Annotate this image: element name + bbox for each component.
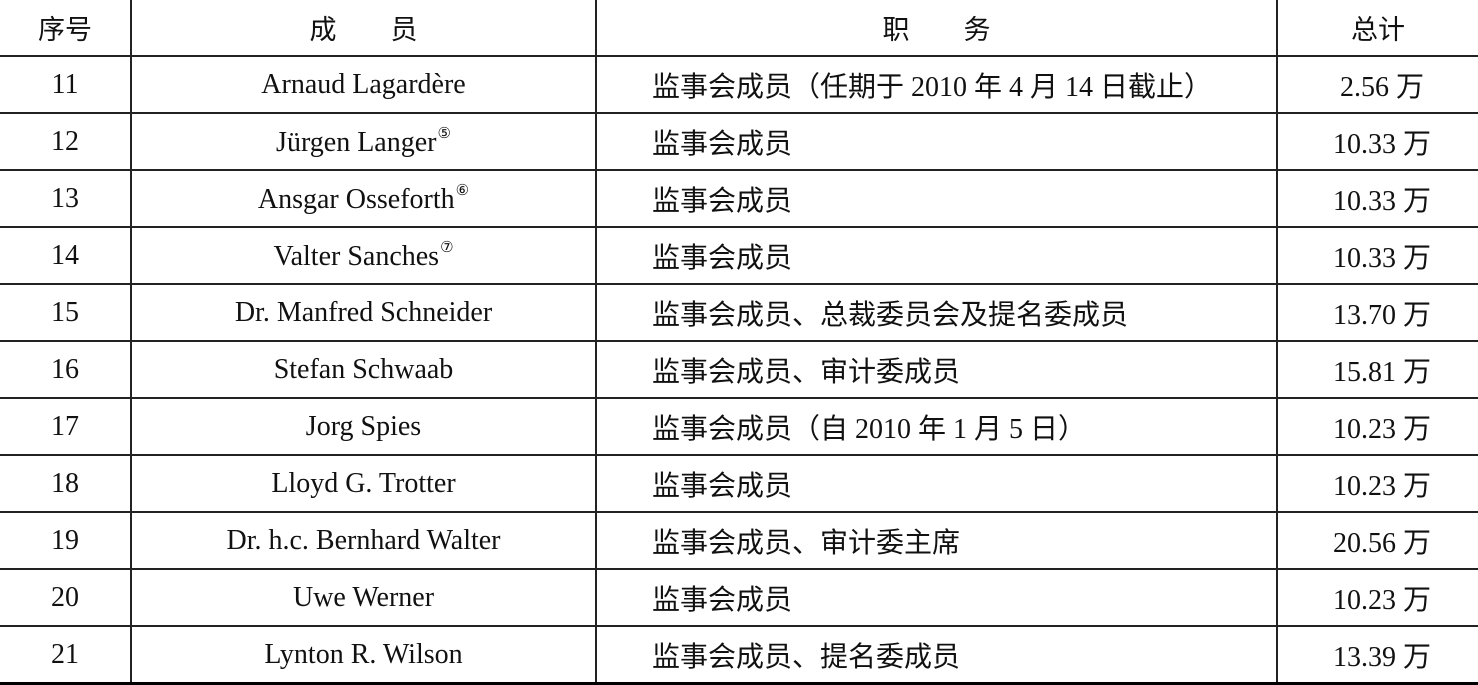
member-name: Uwe Werner [292, 581, 435, 613]
cell-total: 20.56 万 [1276, 511, 1478, 569]
cell-member: Uwe Werner [130, 568, 596, 626]
cell-duty: 监事会成员 [595, 226, 1277, 284]
table-row: 12 Jürgen Langer⑤ 监事会成员 10.33 万 [0, 112, 1478, 170]
cell-duty: 监事会成员 [595, 568, 1277, 626]
table-row: 17 Jorg Spies 监事会成员（自 2010 年 1 月 5 日） 10.23… [0, 397, 1478, 455]
cell-member: Lynton R. Wilson [130, 625, 596, 684]
table-row: 11 Arnaud Lagardère 监事会成员（任期于 2010 年 4 月 1… [0, 55, 1478, 113]
cell-duty: 监事会成员、总裁委员会及提名委成员 [595, 283, 1277, 341]
member-name: Arnaud Lagardère [261, 68, 466, 100]
cell-member: Jürgen Langer⑤ [130, 112, 596, 170]
cell-total: 10.33 万 [1276, 112, 1478, 170]
cell-member: Stefan Schwaab [130, 340, 596, 398]
header-row: 序号 成 员 职 务 总计 [0, 0, 1478, 56]
member-name: Valter Sanches [273, 241, 440, 272]
member-name: Ansgar Osseforth [257, 184, 455, 215]
cell-member: Lloyd G. Trotter [130, 454, 596, 512]
table-row: 21 Lynton R. Wilson 监事会成员、提名委成员 13.39 万 [0, 625, 1478, 684]
footnote-marker: ⑤ [437, 126, 451, 142]
table-row: 19 Dr. h.c. Bernhard Walter 监事会成员、审计委主席 20.… [0, 511, 1478, 569]
cell-member: Ansgar Osseforth⑥ [130, 169, 596, 227]
cell-total: 10.33 万 [1276, 226, 1478, 284]
cell-index: 12 [0, 112, 131, 170]
cell-total: 10.23 万 [1276, 568, 1478, 626]
footnote-marker: ⑦ [440, 240, 454, 256]
cell-index: 11 [0, 55, 131, 113]
cell-duty: 监事会成员、审计委主席 [595, 511, 1277, 569]
cell-index: 19 [0, 511, 131, 569]
cell-total: 10.23 万 [1276, 454, 1478, 512]
member-name: Lynton R. Wilson [264, 638, 463, 670]
table-row: 15 Dr. Manfred Schneider 监事会成员、总裁委员会及提名委成员… [0, 283, 1478, 341]
cell-member: Valter Sanches⑦ [130, 226, 596, 284]
cell-member: Dr. h.c. Bernhard Walter [130, 511, 596, 569]
cell-duty: 监事会成员 [595, 454, 1277, 512]
cell-duty: 监事会成员 [595, 112, 1277, 170]
header-index: 序号 [38, 15, 92, 46]
table-row: 18 Lloyd G. Trotter 监事会成员 10.23 万 [0, 454, 1478, 512]
member-name: Lloyd G. Trotter [271, 467, 456, 499]
cell-index: 18 [0, 454, 131, 512]
cell-member: Jorg Spies [130, 397, 596, 455]
cell-duty: 监事会成员（自 2010 年 1 月 5 日） [595, 397, 1277, 455]
cell-total: 13.39 万 [1276, 625, 1478, 684]
cell-index: 13 [0, 169, 131, 227]
cell-total: 10.23 万 [1276, 397, 1478, 455]
member-name: Dr. h.c. Bernhard Walter [226, 524, 501, 556]
cell-member: Arnaud Lagardère [130, 55, 596, 113]
cell-duty: 监事会成员、审计委成员 [595, 340, 1277, 398]
cell-duty: 监事会成员 [595, 169, 1277, 227]
header-total: 总计 [1276, 0, 1478, 56]
table-row: 14 Valter Sanches⑦ 监事会成员 10.33 万 [0, 226, 1478, 284]
cell-duty: 监事会成员、提名委成员 [595, 625, 1277, 684]
cell-index: 15 [0, 283, 131, 341]
member-name: Stefan Schwaab [273, 353, 454, 385]
table-row: 16 Stefan Schwaab 监事会成员、审计委成员 15.81 万 [0, 340, 1478, 398]
header-member: 成 员 [130, 0, 596, 56]
member-name: Dr. Manfred Schneider [234, 296, 493, 328]
cell-total: 2.56 万 [1276, 55, 1478, 113]
cell-index: 16 [0, 340, 131, 398]
cell-index: 17 [0, 397, 131, 455]
cell-total: 13.70 万 [1276, 283, 1478, 341]
cell-index: 20 [0, 568, 131, 626]
cell-member: Dr. Manfred Schneider [130, 283, 596, 341]
table-row: 13 Ansgar Osseforth⑥ 监事会成员 10.33 万 [0, 169, 1478, 227]
cell-index: 14 [0, 226, 131, 284]
cell-total: 10.33 万 [1276, 169, 1478, 227]
table-row: 20 Uwe Werner 监事会成员 10.23 万 [0, 568, 1478, 626]
cell-total: 15.81 万 [1276, 340, 1478, 398]
header-duty: 职 务 [595, 0, 1277, 56]
member-name: Jorg Spies [305, 410, 422, 442]
footnote-marker: ⑥ [455, 183, 470, 199]
member-name: Jürgen Langer [276, 127, 437, 158]
cell-duty: 监事会成员（任期于 2010 年 4 月 14 日截止） [595, 55, 1277, 113]
cell-index: 21 [0, 625, 131, 684]
